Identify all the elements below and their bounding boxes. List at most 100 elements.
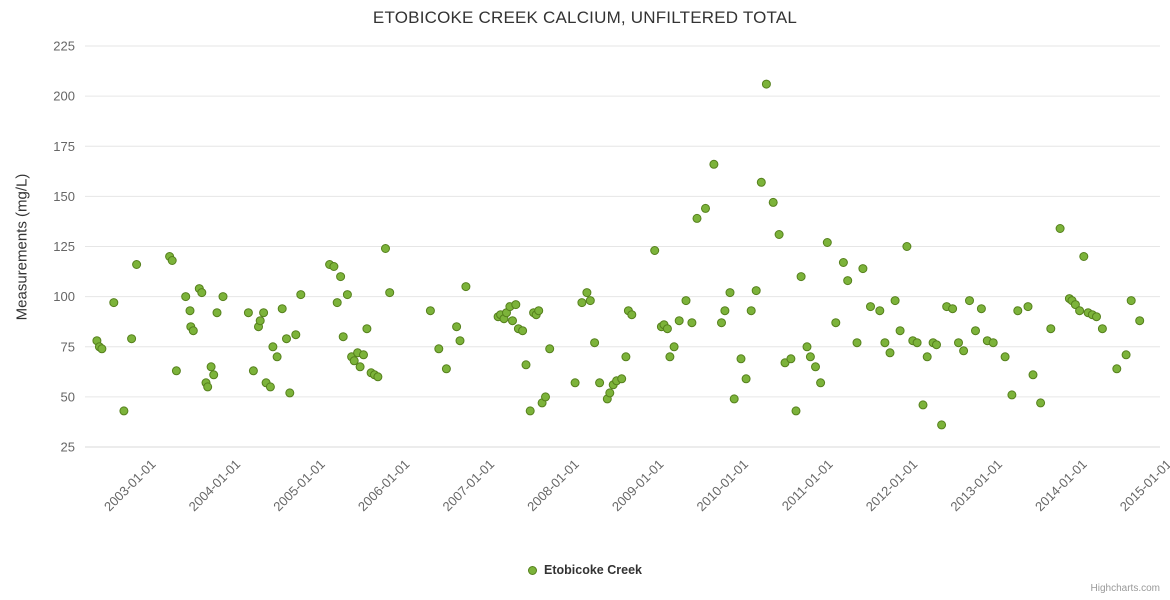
data-point[interactable] <box>617 374 627 384</box>
data-point[interactable] <box>336 272 346 282</box>
data-point[interactable] <box>296 290 306 300</box>
data-point[interactable] <box>1075 306 1085 316</box>
data-point[interactable] <box>595 378 605 388</box>
data-point[interactable] <box>255 316 265 326</box>
data-point[interactable] <box>756 177 766 187</box>
data-point[interactable] <box>243 308 253 318</box>
data-point[interactable] <box>534 306 544 316</box>
data-point[interactable] <box>918 400 928 410</box>
data-point[interactable] <box>768 197 778 207</box>
data-point[interactable] <box>852 338 862 348</box>
data-point[interactable] <box>127 334 137 344</box>
data-point[interactable] <box>674 316 684 326</box>
data-point[interactable] <box>362 324 372 334</box>
data-point[interactable] <box>248 366 258 376</box>
data-point[interactable] <box>1023 302 1033 312</box>
data-point[interactable] <box>791 406 801 416</box>
data-point[interactable] <box>1092 312 1101 322</box>
data-point[interactable] <box>132 260 142 269</box>
data-point[interactable] <box>282 334 291 344</box>
data-point[interactable] <box>717 318 726 328</box>
data-point[interactable] <box>976 304 986 314</box>
data-point[interactable] <box>109 298 119 308</box>
data-point[interactable] <box>965 296 974 306</box>
data-point[interactable] <box>1121 350 1131 360</box>
data-point[interactable] <box>185 306 195 316</box>
data-point[interactable] <box>1135 316 1145 326</box>
data-point[interactable] <box>621 352 631 362</box>
data-point[interactable] <box>725 288 735 298</box>
data-point[interactable] <box>355 362 365 372</box>
legend-item-etobicoke-creek[interactable]: Etobicoke Creek <box>0 563 1170 577</box>
data-point[interactable] <box>1097 324 1107 334</box>
data-point[interactable] <box>171 366 181 376</box>
data-point[interactable] <box>434 344 444 354</box>
data-point[interactable] <box>1126 296 1136 306</box>
data-point[interactable] <box>822 238 832 247</box>
data-point[interactable] <box>332 298 342 308</box>
data-point[interactable] <box>902 242 912 251</box>
data-point[interactable] <box>802 342 812 352</box>
data-point[interactable] <box>751 286 761 296</box>
data-point[interactable] <box>181 292 191 302</box>
data-point[interactable] <box>268 342 278 352</box>
data-point[interactable] <box>285 388 295 398</box>
data-point[interactable] <box>858 264 868 274</box>
data-point[interactable] <box>932 340 941 350</box>
data-point[interactable] <box>582 288 592 298</box>
data-point[interactable] <box>709 159 719 169</box>
data-point[interactable] <box>627 310 637 320</box>
data-point[interactable] <box>665 352 675 362</box>
data-point[interactable] <box>954 338 963 348</box>
data-point[interactable] <box>890 296 900 306</box>
data-point[interactable] <box>511 300 521 310</box>
data-point[interactable] <box>525 406 535 416</box>
data-point[interactable] <box>203 382 213 392</box>
data-point[interactable] <box>1046 324 1056 334</box>
data-point[interactable] <box>97 344 107 354</box>
data-point[interactable] <box>209 370 219 380</box>
data-point[interactable] <box>1013 306 1023 316</box>
data-point[interactable] <box>590 338 600 348</box>
data-point[interactable] <box>959 346 969 356</box>
data-point[interactable] <box>761 79 771 89</box>
data-point[interactable] <box>831 318 841 328</box>
data-point[interactable] <box>381 244 390 253</box>
data-point[interactable] <box>508 316 517 326</box>
data-point[interactable] <box>746 306 756 316</box>
data-point[interactable] <box>971 326 980 336</box>
data-point[interactable] <box>359 350 368 360</box>
data-point[interactable] <box>518 326 528 336</box>
data-point[interactable] <box>662 324 672 334</box>
data-point[interactable] <box>329 262 339 271</box>
data-point[interactable] <box>1000 352 1010 362</box>
data-point[interactable] <box>342 290 352 300</box>
data-point[interactable] <box>1028 370 1038 380</box>
data-point[interactable] <box>720 306 730 316</box>
data-point[interactable] <box>701 203 710 213</box>
data-point[interactable] <box>741 374 751 384</box>
data-point[interactable] <box>455 336 465 346</box>
data-point[interactable] <box>373 372 383 382</box>
data-point[interactable] <box>349 356 359 366</box>
data-point[interactable] <box>816 378 826 388</box>
data-point[interactable] <box>541 392 550 402</box>
data-point[interactable] <box>736 354 746 364</box>
data-point[interactable] <box>922 352 932 362</box>
data-point[interactable] <box>1070 300 1080 310</box>
data-point[interactable] <box>338 332 348 342</box>
data-point[interactable] <box>796 272 806 282</box>
data-point[interactable] <box>545 344 555 354</box>
data-point[interactable] <box>425 306 435 316</box>
data-point[interactable] <box>167 256 177 265</box>
data-point[interactable] <box>948 304 958 314</box>
data-point[interactable] <box>729 394 739 404</box>
data-point[interactable] <box>1112 364 1122 374</box>
data-point[interactable] <box>291 330 301 340</box>
data-point[interactable] <box>218 292 228 302</box>
data-point[interactable] <box>692 213 702 223</box>
data-point[interactable] <box>1079 252 1089 261</box>
data-point[interactable] <box>895 326 905 336</box>
data-point[interactable] <box>277 304 287 314</box>
data-point[interactable] <box>452 322 462 332</box>
